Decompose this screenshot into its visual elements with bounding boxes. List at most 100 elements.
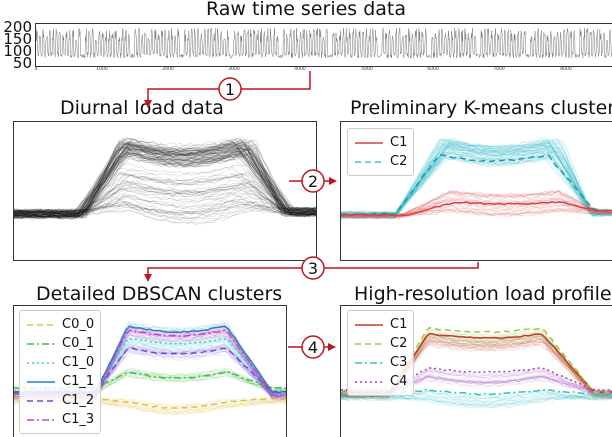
raw-series-title: Raw time series data [205, 0, 407, 20]
ensemble-line [14, 143, 316, 213]
legend-label: C1 [390, 317, 408, 332]
ensemble-line [341, 145, 612, 220]
ensemble-line [14, 146, 316, 214]
legend-label: C2 [390, 154, 408, 169]
ensemble-line [341, 140, 612, 219]
legend-label: C2 [390, 336, 408, 351]
ensemble-line [14, 174, 316, 218]
ensemble-line [341, 142, 612, 218]
legend-label: C3 [390, 355, 408, 370]
ensemble-line [14, 144, 316, 220]
ensemble-line [14, 196, 316, 215]
ensemble-line [14, 188, 316, 212]
ensemble-line [14, 201, 316, 215]
ensemble-line [14, 145, 316, 218]
y-tick: 50 [12, 54, 32, 72]
ensemble-line [14, 142, 316, 216]
ensemble-line [14, 147, 316, 217]
ensemble-line [341, 389, 612, 401]
ensemble-line [341, 335, 612, 399]
ensemble-line [14, 150, 316, 218]
ensemble-line [341, 146, 612, 219]
dbscan-legend: C0_0 C0_1 C1_0 C1_1 C1_2 C1_3 [19, 310, 102, 434]
highres-legend: C1 C2 C3 C4 [347, 310, 415, 396]
ensemble-line [14, 149, 316, 215]
ensemble-line [14, 146, 316, 214]
legend-entry: C4 [354, 372, 407, 391]
ensemble-line [14, 145, 316, 216]
ensemble-line [341, 190, 612, 219]
highres-title: High-resolution load profiles [354, 283, 612, 305]
ensemble-line [341, 391, 612, 402]
ensemble-line [341, 141, 612, 219]
svg-text:3: 3 [308, 259, 318, 278]
ensemble-line [14, 141, 316, 217]
ensemble-line [14, 154, 316, 217]
ensemble-line [14, 144, 316, 215]
legend-line-swatch [27, 418, 55, 421]
ensemble-line [341, 198, 612, 219]
ensemble-line [341, 395, 612, 404]
ensemble-line [14, 145, 316, 219]
ensemble-line [14, 144, 316, 218]
x-tick: 2000 [162, 67, 174, 72]
ensemble-line [341, 392, 612, 407]
ensemble-line [341, 201, 612, 219]
ensemble-line [341, 144, 612, 215]
ensemble-line [14, 203, 316, 220]
ensemble-line [341, 190, 612, 218]
y-tick: 100 [3, 42, 32, 60]
ensemble-line [14, 203, 316, 216]
ensemble-line [14, 141, 316, 212]
ensemble-line [14, 188, 316, 214]
ensemble-line [14, 172, 316, 219]
ensemble-line [341, 151, 612, 215]
ensemble-line [341, 209, 612, 218]
ensemble-line [341, 393, 612, 407]
ensemble-line [341, 338, 612, 398]
ensemble-line [14, 142, 316, 216]
ensemble-line [341, 141, 612, 220]
legend-entry: C1_1 [26, 372, 94, 391]
raw-series-line [36, 27, 612, 59]
kmeans-centroid-c1 [341, 201, 612, 217]
legend-entry: C0_0 [26, 315, 94, 334]
ensemble-line [14, 179, 316, 214]
ensemble-line [341, 337, 612, 398]
legend-label: C1_2 [62, 393, 95, 408]
step-marker-4: 4 [301, 335, 325, 359]
ensemble-line [14, 151, 316, 218]
ensemble-line [341, 143, 612, 219]
ensemble-line [14, 151, 316, 215]
ensemble-line [341, 150, 612, 215]
x-tick: 4000 [294, 67, 306, 72]
ensemble-line [14, 147, 316, 219]
ensemble-line [341, 335, 612, 399]
ensemble-line [14, 199, 316, 216]
ensemble-line [14, 149, 316, 213]
kmeans-cluster-lines [341, 137, 612, 220]
ensemble-line [14, 180, 316, 217]
x-tick: 6000 [427, 67, 439, 72]
ensemble-line [341, 209, 612, 218]
highres-plot: C1 C2 C3 C4 [340, 305, 612, 437]
ensemble-line [341, 142, 612, 219]
ensemble-line [14, 150, 316, 217]
ensemble-line [14, 145, 316, 217]
ensemble-line [341, 189, 612, 218]
ensemble-line [341, 389, 612, 401]
ensemble-line [14, 139, 316, 219]
legend-entry: C0_1 [26, 334, 94, 353]
ensemble-line [14, 203, 316, 215]
ensemble-line [14, 142, 316, 220]
ensemble-line [341, 336, 612, 399]
y-tick: 200 [3, 18, 32, 36]
legend-line-swatch [27, 361, 55, 364]
legend-label: C1_0 [62, 355, 95, 370]
ensemble-line [14, 201, 316, 218]
ensemble-line [341, 137, 612, 217]
ensemble-line [14, 153, 316, 220]
ensemble-line [341, 201, 612, 218]
svg-text:1: 1 [225, 80, 235, 99]
ensemble-line [341, 338, 612, 399]
